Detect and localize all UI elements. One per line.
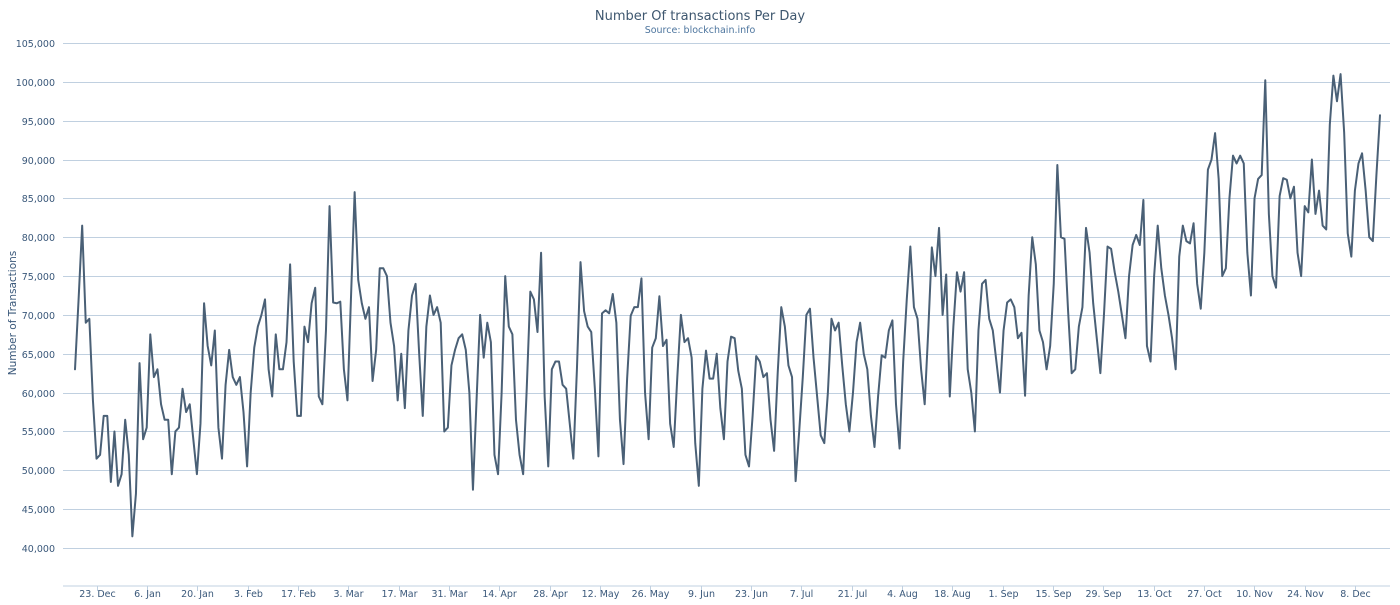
y-tick-label: 85,000 <box>22 194 55 205</box>
x-tick-label: 15. Sep <box>1035 589 1071 600</box>
x-tick-label: 29. Sep <box>1085 589 1121 600</box>
x-tick-label: 26. May <box>632 589 670 600</box>
chart-title: Number Of transactions Per Day <box>595 9 805 24</box>
y-tick-label: 40,000 <box>22 544 55 555</box>
series-layer <box>74 73 1381 538</box>
x-tick-label: 17. Feb <box>281 589 316 600</box>
x-tick-label: 6. Jan <box>134 589 161 600</box>
y-tick-label: 80,000 <box>22 233 55 244</box>
y-tick-label: 95,000 <box>22 117 55 128</box>
y-tick-label: 70,000 <box>22 311 55 322</box>
x-tick-label: 10. Nov <box>1236 589 1273 600</box>
x-tick-label: 3. Mar <box>333 589 363 600</box>
x-tick-label: 4. Aug <box>887 589 918 600</box>
y-tick-label: 75,000 <box>22 272 55 283</box>
y-tick-label: 65,000 <box>22 350 55 361</box>
x-ticks: 23. Dec 6. Jan 20. Jan 3. Feb 17. Feb 3. Mar 1… <box>79 586 1371 600</box>
x-tick-label: 1. Sep <box>989 589 1019 600</box>
x-tick-label: 9. Jun <box>688 589 715 600</box>
y-tick-label: 45,000 <box>22 505 55 516</box>
y-tick-label: 90,000 <box>22 156 55 167</box>
x-tick-label: 18. Aug <box>934 589 971 600</box>
series-line <box>74 73 1381 538</box>
y-tick-label: 105,000 <box>16 39 55 50</box>
x-tick-label: 23. Jun <box>735 589 768 600</box>
x-tick-label: 13. Oct <box>1137 589 1172 600</box>
x-tick-label: 8. Dec <box>1340 589 1370 600</box>
x-tick-label: 17. Mar <box>381 589 417 600</box>
x-tick-label: 27. Oct <box>1187 589 1222 600</box>
y-gridlines <box>63 43 1390 549</box>
y-tick-label: 55,000 <box>22 427 55 438</box>
y-tick-label: 50,000 <box>22 466 55 477</box>
x-tick-label: 7. Jul <box>790 589 814 600</box>
x-tick-label: 21. Jul <box>838 589 868 600</box>
x-tick-label: 23. Dec <box>79 589 116 600</box>
x-tick-label: 3. Feb <box>234 589 263 600</box>
x-tick-label: 14. Apr <box>482 589 517 600</box>
chart-subtitle: Source: blockchain.info <box>645 25 756 36</box>
x-tick-label: 24. Nov <box>1287 589 1324 600</box>
y-tick-labels: 40,000 45,000 50,000 55,000 60,000 65,000 70,0… <box>16 39 55 555</box>
y-tick-label: 60,000 <box>22 389 55 400</box>
x-tick-label: 20. Jan <box>181 589 214 600</box>
y-tick-label: 100,000 <box>16 78 55 89</box>
x-tick-label: 31. Mar <box>431 589 467 600</box>
y-axis-label: Number of Transactions <box>7 251 19 376</box>
x-tick-label: 28. Apr <box>533 589 568 600</box>
x-tick-label: 12. May <box>582 589 620 600</box>
